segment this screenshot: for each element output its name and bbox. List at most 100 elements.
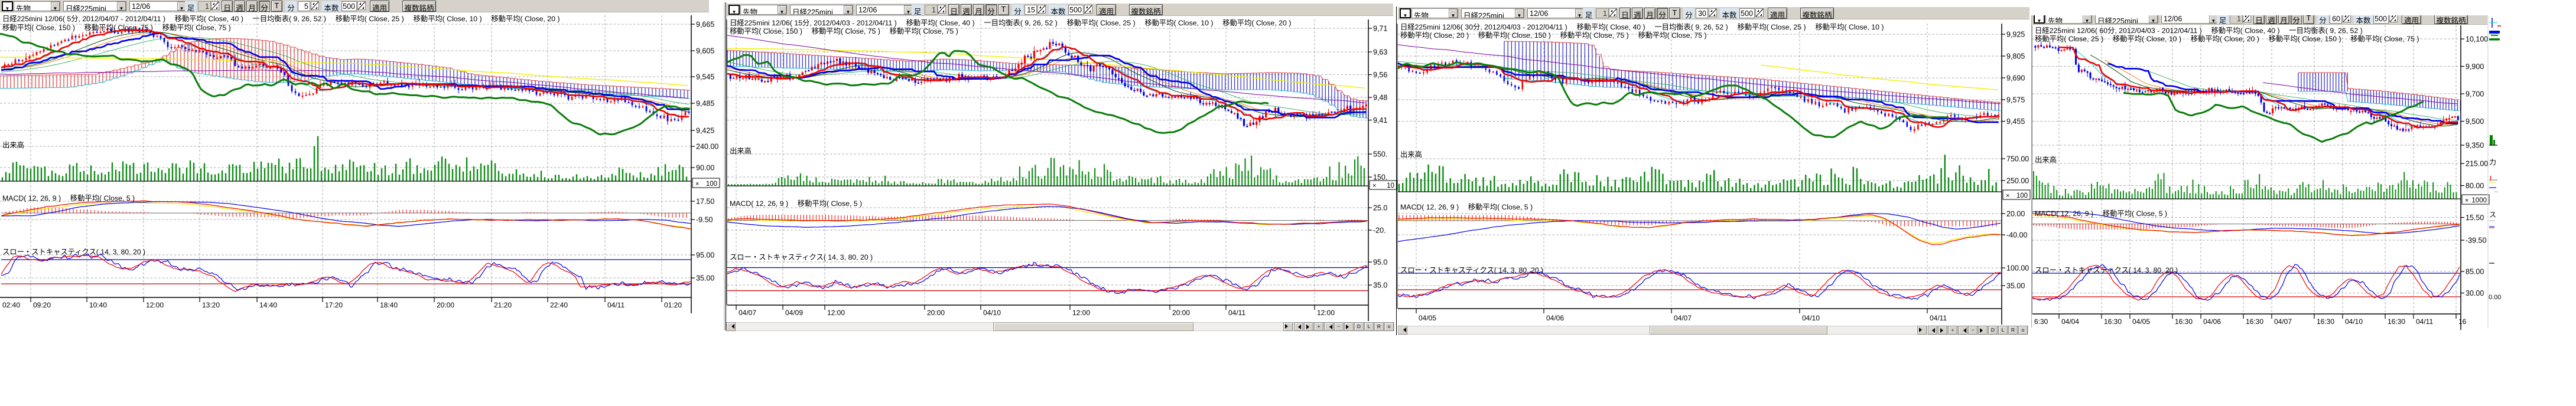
svg-text:15.50: 15.50 bbox=[2466, 214, 2484, 222]
svg-text:25.0: 25.0 bbox=[1373, 204, 1387, 212]
svg-text:80.00: 80.00 bbox=[2466, 182, 2484, 190]
svg-text:移動平均( Close, 20 ) 移動平均( Close: 移動平均( Close, 20 ) 移動平均( Close, 150 ) 移動平… bbox=[1400, 31, 1707, 40]
svg-text:スロー・ストキャスティクス( 14, 3, 80, 20 ): スロー・ストキャスティクス( 14, 3, 80, 20 ) bbox=[730, 253, 873, 261]
svg-text:9,48: 9,48 bbox=[1373, 94, 1387, 102]
svg-text:出来高: 出来高 bbox=[730, 146, 752, 155]
svg-text:17:20: 17:20 bbox=[325, 301, 343, 309]
svg-text:×: × bbox=[1372, 182, 1376, 189]
svg-text:1000: 1000 bbox=[2471, 197, 2487, 204]
svg-text:04/06: 04/06 bbox=[2203, 317, 2221, 326]
svg-text:9,700: 9,700 bbox=[2466, 90, 2484, 99]
svg-text:09:20: 09:20 bbox=[33, 301, 51, 309]
svg-text:9,63: 9,63 bbox=[1373, 48, 1387, 57]
svg-text:95.0: 95.0 bbox=[1373, 258, 1387, 267]
svg-text:力: 力 bbox=[2489, 158, 2496, 166]
svg-text:100: 100 bbox=[706, 181, 717, 188]
svg-text:ス: ス bbox=[2489, 211, 2496, 219]
svg-text:9,605: 9,605 bbox=[696, 47, 714, 55]
svg-text:550.: 550. bbox=[1373, 150, 1387, 159]
svg-text:04/07: 04/07 bbox=[2274, 317, 2292, 326]
svg-text:9,575: 9,575 bbox=[2006, 96, 2025, 104]
svg-text:9,485: 9,485 bbox=[696, 100, 714, 108]
svg-text:16: 16 bbox=[2458, 317, 2467, 326]
svg-text:240.00: 240.00 bbox=[696, 143, 718, 151]
svg-text:16:30: 16:30 bbox=[2104, 317, 2122, 326]
svg-text:MACD( 12, 26, 9 ) 移動平均( Close: MACD( 12, 26, 9 ) 移動平均( Close, 5 ) bbox=[730, 199, 862, 208]
svg-text:21:20: 21:20 bbox=[494, 301, 512, 309]
svg-text:スロー・ストキャスティクス( 14, 3, 80, 20 ): スロー・ストキャスティクス( 14, 3, 80, 20 ) bbox=[1400, 266, 1543, 274]
svg-text:20:00: 20:00 bbox=[1172, 309, 1190, 317]
svg-text:スロー・ストキャスティクス( 14, 3, 80, 20 ): スロー・ストキャスティクス( 14, 3, 80, 20 ) bbox=[2, 248, 145, 256]
svg-text:30.00: 30.00 bbox=[2466, 289, 2484, 297]
svg-text:日経225mini 12/06( 5分, 2012/04/0: 日経225mini 12/06( 5分, 2012/04/07 - 2012/0… bbox=[2, 15, 560, 23]
svg-text:9,805: 9,805 bbox=[2006, 53, 2025, 61]
svg-text:04/07: 04/07 bbox=[1674, 314, 1692, 322]
svg-text:35.00: 35.00 bbox=[696, 274, 714, 283]
svg-text:20:00: 20:00 bbox=[927, 309, 945, 317]
svg-text:04/09: 04/09 bbox=[785, 309, 803, 317]
svg-text:100.00: 100.00 bbox=[2006, 264, 2029, 273]
svg-text:20:00: 20:00 bbox=[437, 301, 454, 309]
svg-text:04/04: 04/04 bbox=[2061, 317, 2079, 326]
svg-text:04/05: 04/05 bbox=[1419, 314, 1436, 322]
svg-text:13:20: 13:20 bbox=[202, 301, 220, 309]
svg-text:20.00: 20.00 bbox=[2006, 210, 2025, 218]
svg-text:-20.: -20. bbox=[1373, 227, 1386, 235]
svg-text:MACD( 12, 26, 9 ) 移動平均( Close: MACD( 12, 26, 9 ) 移動平均( Close, 5 ) bbox=[2, 194, 135, 202]
svg-text:×: × bbox=[2006, 192, 2009, 199]
svg-text:6:30: 6:30 bbox=[2034, 317, 2048, 326]
svg-text:250.00: 250.00 bbox=[2006, 177, 2029, 185]
svg-text:MACD( 12, 26, 9 ) 移動平均( Close: MACD( 12, 26, 9 ) 移動平均( Close, 5 ) bbox=[2035, 209, 2167, 218]
svg-text:750.00: 750.00 bbox=[2006, 155, 2029, 163]
svg-text:35.0: 35.0 bbox=[1373, 281, 1387, 290]
svg-text:12:00: 12:00 bbox=[827, 309, 845, 317]
svg-text:×: × bbox=[695, 181, 699, 188]
svg-text:18:40: 18:40 bbox=[380, 301, 398, 309]
svg-text:日経225mini 12/06( 15分, 2012/04/: 日経225mini 12/06( 15分, 2012/04/03 - 2012/… bbox=[730, 19, 1291, 27]
svg-text:0.00: 0.00 bbox=[2489, 294, 2501, 301]
svg-text:04/11: 04/11 bbox=[1930, 314, 1947, 322]
svg-text:04/11: 04/11 bbox=[607, 301, 625, 309]
svg-text:10,100: 10,100 bbox=[2466, 35, 2488, 44]
svg-text:215.00: 215.00 bbox=[2466, 160, 2488, 168]
svg-text:9,545: 9,545 bbox=[696, 73, 714, 81]
svg-text:95.00: 95.00 bbox=[696, 251, 714, 260]
svg-text:17.50: 17.50 bbox=[696, 198, 714, 206]
svg-text:9,665: 9,665 bbox=[696, 21, 714, 29]
svg-text:-40.00: -40.00 bbox=[2006, 231, 2027, 240]
svg-text:9,425: 9,425 bbox=[696, 127, 714, 135]
svg-text:35.00: 35.00 bbox=[2006, 282, 2025, 290]
svg-text:150.: 150. bbox=[1373, 173, 1387, 182]
svg-text:-9.50: -9.50 bbox=[696, 216, 713, 224]
svg-text:04/06: 04/06 bbox=[1546, 314, 1564, 322]
svg-text:9,56: 9,56 bbox=[1373, 71, 1387, 79]
svg-text:04/11: 04/11 bbox=[1228, 309, 1245, 317]
svg-text:04/05: 04/05 bbox=[2132, 317, 2150, 326]
svg-text:85.00: 85.00 bbox=[2466, 268, 2484, 276]
svg-text:×: × bbox=[2465, 197, 2468, 204]
svg-text:日経225mini 12/06( 30分, 2012/04/: 日経225mini 12/06( 30分, 2012/04/03 - 2012/… bbox=[1400, 23, 1884, 31]
svg-text:MACD( 12, 26, 9 ) 移動平均( Close: MACD( 12, 26, 9 ) 移動平均( Close, 5 ) bbox=[1400, 203, 1533, 211]
svg-text:16:30: 16:30 bbox=[2175, 317, 2193, 326]
svg-text:04/11: 04/11 bbox=[2416, 317, 2433, 326]
svg-text:12:00: 12:00 bbox=[146, 301, 164, 309]
svg-text:16:30: 16:30 bbox=[2388, 317, 2405, 326]
svg-text:10:40: 10:40 bbox=[89, 301, 107, 309]
svg-text:移動平均( Close, 150 ) 移動平均( Clos: 移動平均( Close, 150 ) 移動平均( Close, 75 ) 移動平… bbox=[2, 24, 231, 32]
svg-text:100: 100 bbox=[2016, 192, 2028, 199]
svg-text:12:00: 12:00 bbox=[1317, 309, 1335, 317]
svg-text:04/10: 04/10 bbox=[983, 309, 1001, 317]
svg-text:9,71: 9,71 bbox=[1373, 25, 1387, 33]
svg-text:9,690: 9,690 bbox=[2006, 74, 2025, 83]
svg-text:9,455: 9,455 bbox=[2006, 117, 2025, 126]
svg-text:移動平均( Close, 25 ) 移動平均( Close: 移動平均( Close, 25 ) 移動平均( Close, 10 ) 移動平均… bbox=[2035, 35, 2419, 43]
svg-text:16:30: 16:30 bbox=[2246, 317, 2263, 326]
svg-text:9,900: 9,900 bbox=[2466, 63, 2484, 71]
svg-text:9,350: 9,350 bbox=[2466, 142, 2484, 150]
svg-text:9,500: 9,500 bbox=[2466, 117, 2484, 126]
svg-text:04/10: 04/10 bbox=[1802, 314, 1820, 322]
svg-text:-39.50: -39.50 bbox=[2466, 237, 2486, 245]
svg-text:04/07: 04/07 bbox=[739, 309, 756, 317]
svg-text:出来高: 出来高 bbox=[1400, 150, 1422, 159]
svg-text:9,925: 9,925 bbox=[2006, 31, 2025, 39]
